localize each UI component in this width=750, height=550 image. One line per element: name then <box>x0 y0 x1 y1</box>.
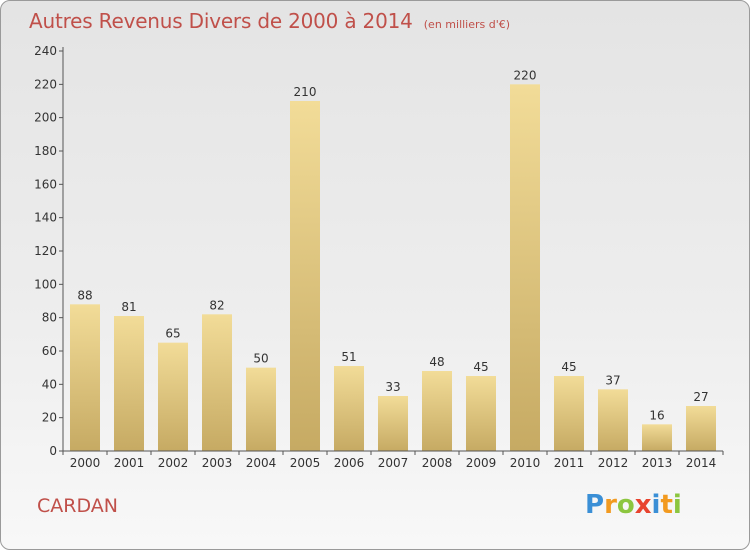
x-tick-2007: 2007 <box>378 456 409 470</box>
bar-2014 <box>686 406 716 451</box>
value-label-2010: 220 <box>514 68 537 82</box>
x-tick-2001: 2001 <box>114 456 145 470</box>
bar-2011 <box>554 376 584 451</box>
y-tick-label: 180 <box>34 144 57 158</box>
title-row: Autres Revenus Divers de 2000 à 2014 (en… <box>29 9 510 33</box>
bar-2004 <box>246 367 276 451</box>
bars-group: 88 81 65 82 50 210 51 33 48 45 220 45 37 16 27 <box>70 68 716 451</box>
x-tick-2004: 2004 <box>246 456 277 470</box>
logo-letter: o <box>616 490 635 520</box>
axes-group: 2000 2001 2002 2003 2004 2005 2006 2007 2008 2009… <box>34 44 724 470</box>
value-label-2002: 65 <box>165 327 180 341</box>
value-label-2008: 48 <box>429 355 444 369</box>
bar-2009 <box>466 376 496 451</box>
chart-title: Autres Revenus Divers de 2000 à 2014 <box>29 9 413 33</box>
bar-2001 <box>114 316 144 451</box>
bar-2000 <box>70 304 100 451</box>
bar-2007 <box>378 396 408 451</box>
y-tick-label: 160 <box>34 177 57 191</box>
bar-2008 <box>422 371 452 451</box>
logo-letter: i <box>672 490 682 520</box>
value-label-2011: 45 <box>561 360 576 374</box>
x-tick-2005: 2005 <box>290 456 321 470</box>
x-tick-2010: 2010 <box>510 456 541 470</box>
logo-letter: x <box>634 490 652 520</box>
bar-2010 <box>510 84 540 451</box>
y-tick-label: 40 <box>42 377 57 391</box>
bar-2002 <box>158 342 188 451</box>
chart-unit: (en milliers d'€) <box>423 18 511 31</box>
proxiti-logo[interactable]: Proxiti <box>585 490 682 520</box>
x-tick-2003: 2003 <box>202 456 233 470</box>
value-label-2012: 37 <box>605 373 620 387</box>
value-label-2007: 33 <box>385 380 400 394</box>
y-tick-label: 140 <box>34 211 57 225</box>
value-label-2004: 50 <box>253 352 268 366</box>
value-label-2000: 88 <box>77 288 92 302</box>
logo-letter: r <box>604 490 617 520</box>
value-label-2014: 27 <box>693 390 708 404</box>
x-tick-2008: 2008 <box>422 456 453 470</box>
y-tick-label: 100 <box>34 277 57 291</box>
bar-2003 <box>202 314 232 451</box>
commune-name: CARDAN <box>37 495 118 517</box>
x-tick-2009: 2009 <box>466 456 497 470</box>
y-tick-label: 240 <box>34 44 57 58</box>
x-tick-2006: 2006 <box>334 456 365 470</box>
y-tick-label: 60 <box>42 344 57 358</box>
bar-2013 <box>642 424 672 451</box>
value-label-2003: 82 <box>209 298 224 312</box>
y-tick-label: 200 <box>34 111 57 125</box>
value-label-2009: 45 <box>473 360 488 374</box>
value-label-2006: 51 <box>341 350 356 364</box>
x-tick-2012: 2012 <box>598 456 629 470</box>
y-tick-label: 120 <box>34 244 57 258</box>
x-tick-2011: 2011 <box>554 456 585 470</box>
y-tick-label: 80 <box>42 311 57 325</box>
value-label-2013: 16 <box>649 408 664 422</box>
x-tick-2000: 2000 <box>70 456 101 470</box>
bar-2012 <box>598 389 628 451</box>
y-tick-label: 0 <box>49 444 57 458</box>
value-label-2005: 210 <box>294 85 317 99</box>
x-tick-2013: 2013 <box>642 456 673 470</box>
bar-2006 <box>334 366 364 451</box>
x-tick-2002: 2002 <box>158 456 189 470</box>
logo-letter: P <box>585 490 605 520</box>
logo-letter: t <box>660 490 673 520</box>
x-tick-2014: 2014 <box>686 456 717 470</box>
bar-2005 <box>290 101 320 451</box>
y-tick-label: 220 <box>34 77 57 91</box>
y-tick-label: 20 <box>42 411 57 425</box>
logo-letter: i <box>651 490 661 520</box>
value-label-2001: 81 <box>121 300 136 314</box>
